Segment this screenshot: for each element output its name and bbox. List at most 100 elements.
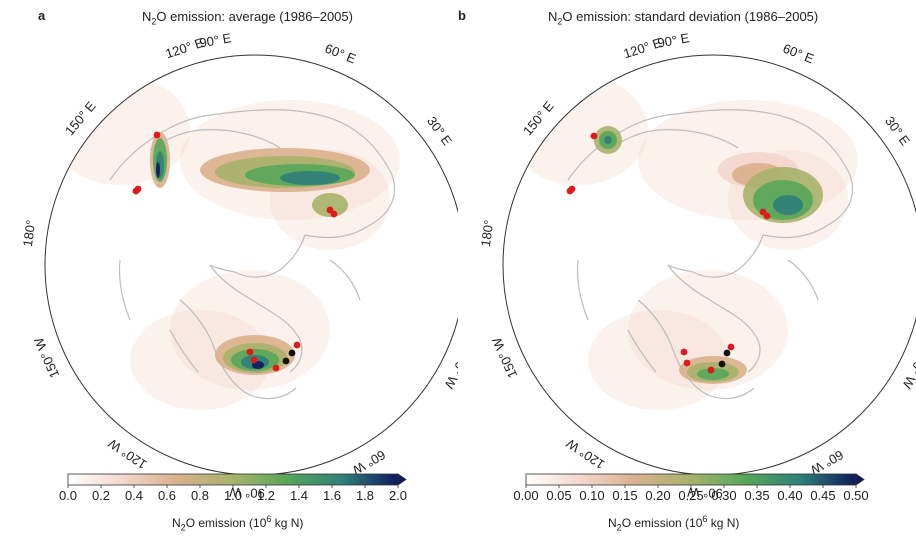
site-marker: [246, 348, 254, 356]
colorbar-tick-label: 2.0: [389, 488, 407, 503]
longitude-label: 120° E: [164, 35, 206, 61]
longitude-label: 60° E: [781, 41, 817, 67]
colorbar: [67, 473, 399, 486]
panel-b: b N2O emission: standard deviation (1986…: [458, 0, 916, 546]
colorbar-extend-arrow: [855, 473, 865, 486]
colorbar-tick-label: 0.50: [843, 488, 868, 503]
longitude-label: 30° E: [882, 114, 913, 149]
site-marker: [727, 343, 735, 351]
longitude-label: 150° W: [31, 335, 62, 381]
site-marker: [288, 349, 296, 357]
longitude-label: 120° W: [563, 435, 607, 472]
longitude-label: 150° W: [489, 335, 520, 381]
colorbar-tick-label: 0.00: [513, 488, 538, 503]
colorbar-tick-label: 0.2: [92, 488, 110, 503]
colorbar-tick-label: 1.6: [323, 488, 341, 503]
coastline: [576, 259, 589, 321]
emission-hotspot: [312, 193, 348, 217]
longitude-label: 30° W: [441, 353, 458, 392]
colorbar-tick-label: 0.8: [191, 488, 209, 503]
coastline: [667, 264, 761, 373]
emission-wash: [130, 310, 270, 410]
colorbar-tick-label: 1.2: [257, 488, 275, 503]
colorbar-tick-label: 0.20: [645, 488, 670, 503]
longitude-label: 120° W: [105, 435, 149, 472]
site-marker: [293, 341, 301, 349]
site-marker: [134, 185, 142, 193]
colorbar-tick-label: 0.6: [158, 488, 176, 503]
colorbar: [525, 473, 857, 486]
longitude-label: 90° W: [228, 485, 265, 501]
colorbar-tick-label: 0.35: [744, 488, 769, 503]
colorbar-tick-label: 0.15: [612, 488, 637, 503]
colorbar-tick-label: 0.05: [546, 488, 571, 503]
panel-title: N2O emission: average (1986–2005): [142, 9, 353, 27]
coastline: [607, 129, 739, 151]
longitude-label: 90° W: [686, 485, 723, 501]
coastline: [234, 234, 306, 278]
longitude-label: 90° E: [198, 30, 232, 50]
site-marker: [153, 131, 161, 139]
emission-hotspot: [773, 195, 803, 215]
coastline: [109, 109, 396, 239]
emission-hotspot: [697, 368, 729, 380]
site-marker: [763, 212, 771, 220]
coastline: [209, 264, 303, 373]
colorbar-tick-label: 0.0: [59, 488, 77, 503]
longitude-label: 180°: [478, 219, 497, 248]
emission-wash: [628, 270, 788, 390]
colorbar-tick-label: 0.45: [810, 488, 835, 503]
coastline: [209, 264, 236, 273]
longitude-label: 30° E: [424, 114, 455, 149]
colorbar-tick-label: 1.0: [224, 488, 242, 503]
longitude-label: 90° E: [656, 30, 690, 50]
colorbar-tick-label: 1.4: [290, 488, 308, 503]
colorbar-tick-label: 0.4: [125, 488, 143, 503]
coastline: [118, 259, 131, 321]
panel-a: a N2O emission: average (1986–2005) 90° …: [20, 8, 458, 533]
site-marker: [250, 356, 258, 364]
longitude-label: 60° W: [807, 447, 846, 478]
site-marker: [568, 185, 576, 193]
colorbar-title: N2O emission (106 kg N): [172, 514, 304, 533]
site-marker: [330, 210, 338, 218]
longitude-label: 120° E: [622, 35, 664, 61]
panel-letter: b: [458, 8, 466, 23]
colorbar-tick-label: 0.25: [678, 488, 703, 503]
site-marker: [272, 364, 280, 372]
coastline: [787, 259, 819, 301]
emission-hotspot: [280, 171, 340, 185]
site-marker: [590, 132, 598, 140]
emission-hotspot: [604, 136, 612, 144]
colorbar-tick-label: 0.40: [777, 488, 802, 503]
colorbar-tick-label: 0.10: [579, 488, 604, 503]
longitude-label: 180°: [20, 219, 39, 248]
emission-wash: [588, 310, 728, 410]
site-marker: [282, 357, 290, 365]
coastline: [627, 329, 657, 373]
emission-hotspot: [156, 162, 160, 178]
site-marker: [683, 359, 691, 367]
panel-letter: a: [38, 8, 46, 23]
colorbar-title: N2O emission (106 kg N): [608, 514, 740, 533]
coastline: [329, 259, 361, 301]
map-content: [508, 75, 858, 410]
site-marker: [680, 348, 688, 356]
coastline: [567, 109, 854, 239]
coastline: [667, 264, 694, 273]
colorbar-tick-label: 1.8: [356, 488, 374, 503]
longitude-label: 60° E: [323, 41, 359, 67]
colorbar-tick-label: 0.30: [711, 488, 736, 503]
colorbar-extend-arrow: [397, 473, 407, 486]
coastline: [692, 234, 764, 278]
site-marker: [707, 366, 715, 374]
coastline: [169, 329, 199, 373]
longitude-label: 30° W: [899, 353, 916, 392]
site-marker: [723, 349, 731, 357]
panel-title: N2O emission: standard deviation (1986–2…: [548, 9, 819, 27]
site-marker: [718, 360, 726, 368]
coastline: [179, 299, 297, 400]
map-content: [50, 75, 400, 410]
